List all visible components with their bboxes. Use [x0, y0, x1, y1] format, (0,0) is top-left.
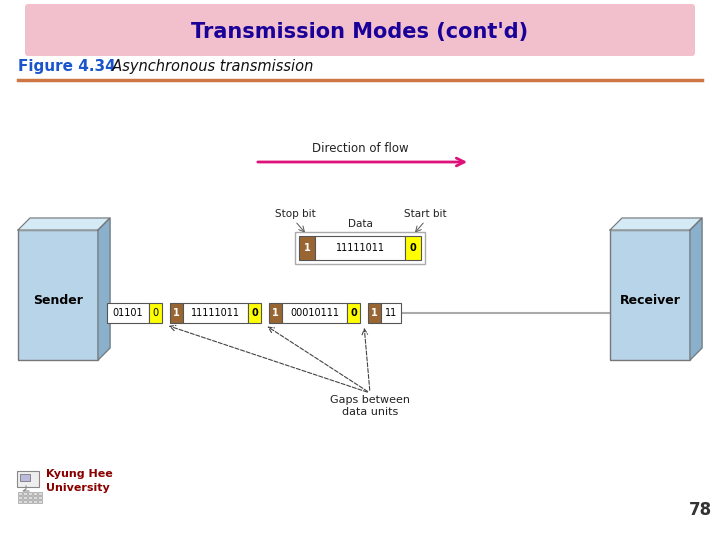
FancyBboxPatch shape — [282, 303, 347, 323]
FancyBboxPatch shape — [33, 500, 37, 503]
FancyBboxPatch shape — [18, 500, 22, 503]
FancyBboxPatch shape — [170, 303, 183, 323]
Polygon shape — [610, 218, 702, 230]
Text: 1: 1 — [304, 243, 310, 253]
Text: 11111011: 11111011 — [336, 243, 384, 253]
FancyBboxPatch shape — [33, 492, 37, 495]
Text: 78: 78 — [688, 501, 711, 519]
FancyBboxPatch shape — [248, 303, 261, 323]
FancyBboxPatch shape — [25, 4, 695, 56]
FancyBboxPatch shape — [28, 496, 32, 499]
Text: Stop bit: Stop bit — [274, 209, 315, 219]
Text: 00010111: 00010111 — [290, 308, 339, 318]
FancyBboxPatch shape — [33, 496, 37, 499]
FancyBboxPatch shape — [23, 492, 27, 495]
Text: 11: 11 — [385, 308, 397, 318]
Text: Direction of flow: Direction of flow — [312, 141, 408, 154]
Text: 1: 1 — [173, 308, 180, 318]
FancyBboxPatch shape — [299, 236, 315, 260]
Text: Receiver: Receiver — [620, 294, 680, 307]
FancyBboxPatch shape — [28, 500, 32, 503]
Text: 1: 1 — [371, 308, 378, 318]
FancyBboxPatch shape — [347, 303, 360, 323]
Text: 0: 0 — [350, 308, 357, 318]
FancyBboxPatch shape — [295, 232, 425, 264]
FancyBboxPatch shape — [38, 500, 42, 503]
Text: 0: 0 — [153, 308, 158, 318]
Text: Sender: Sender — [33, 294, 83, 307]
Text: Start bit: Start bit — [404, 209, 446, 219]
Text: 01101: 01101 — [113, 308, 143, 318]
FancyBboxPatch shape — [183, 303, 248, 323]
FancyBboxPatch shape — [405, 236, 421, 260]
FancyBboxPatch shape — [269, 303, 282, 323]
FancyBboxPatch shape — [23, 496, 27, 499]
Polygon shape — [98, 218, 110, 360]
FancyBboxPatch shape — [381, 303, 401, 323]
Text: Gaps between
data units: Gaps between data units — [330, 395, 410, 416]
FancyBboxPatch shape — [38, 492, 42, 495]
FancyBboxPatch shape — [23, 500, 27, 503]
Text: Transmission Modes (cont'd): Transmission Modes (cont'd) — [192, 22, 528, 42]
Polygon shape — [690, 218, 702, 360]
FancyBboxPatch shape — [20, 474, 30, 481]
FancyBboxPatch shape — [368, 303, 381, 323]
FancyBboxPatch shape — [315, 236, 405, 260]
Text: 1: 1 — [272, 308, 279, 318]
Text: Kyung Hee
University: Kyung Hee University — [46, 469, 113, 492]
Text: Asynchronous transmission: Asynchronous transmission — [103, 59, 313, 75]
Polygon shape — [18, 218, 110, 230]
Text: 0: 0 — [410, 243, 416, 253]
FancyBboxPatch shape — [18, 230, 98, 360]
Text: 0: 0 — [251, 308, 258, 318]
Text: Data: Data — [348, 219, 372, 229]
FancyBboxPatch shape — [28, 492, 32, 495]
Text: Figure 4.34: Figure 4.34 — [18, 59, 116, 75]
Text: 11111011: 11111011 — [191, 308, 240, 318]
FancyArrowPatch shape — [258, 158, 464, 166]
FancyBboxPatch shape — [610, 230, 690, 360]
FancyBboxPatch shape — [17, 471, 39, 487]
FancyBboxPatch shape — [149, 303, 162, 323]
FancyBboxPatch shape — [18, 492, 22, 495]
FancyBboxPatch shape — [107, 303, 149, 323]
FancyBboxPatch shape — [18, 496, 22, 499]
FancyBboxPatch shape — [38, 496, 42, 499]
